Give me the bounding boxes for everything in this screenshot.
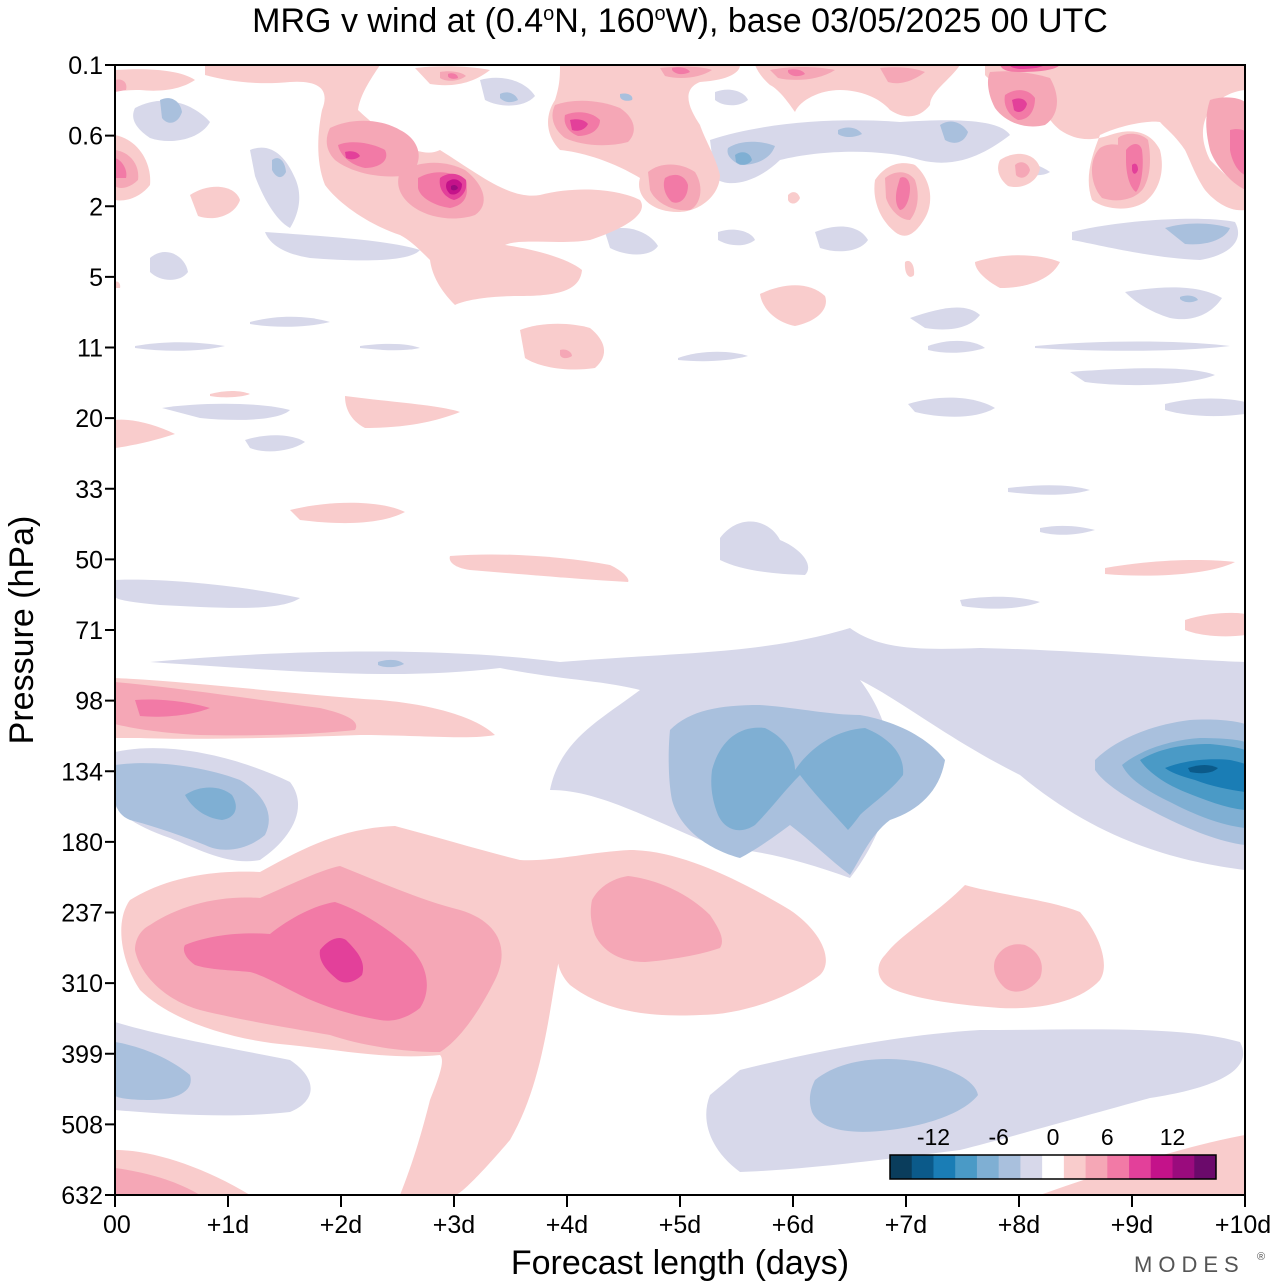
pos-upper-strat bbox=[115, 69, 195, 91]
colorbar-swatch bbox=[890, 1155, 913, 1179]
colorbar-label: 6 bbox=[1101, 1124, 1114, 1150]
colorbar-label: -12 bbox=[917, 1124, 950, 1150]
y-axis: 0.1 0.6 2 5 11 20 33 50 71 98 134 180 237 310 399 508 63… bbox=[61, 52, 115, 1210]
title-prefix: MRG v wind at (0.4 bbox=[252, 2, 543, 40]
neg-band-bottom-right bbox=[706, 1029, 1244, 1172]
y-tick-label: 0.1 bbox=[68, 52, 103, 80]
x-tick-label: +10d bbox=[1215, 1211, 1271, 1239]
pos-310-right bbox=[878, 885, 1104, 1009]
colorbar-swatch bbox=[1042, 1155, 1065, 1179]
colorbar-swatch bbox=[1150, 1155, 1174, 1179]
pos-300-magenta-core bbox=[319, 938, 364, 983]
x-tick-label: +5d bbox=[659, 1211, 701, 1239]
pos-310-right-core bbox=[994, 944, 1042, 992]
colorbar-label: 12 bbox=[1160, 1124, 1186, 1150]
brand-mark: ® bbox=[1257, 1251, 1265, 1263]
colorbar-swatch bbox=[1129, 1155, 1152, 1179]
neg-band-71-top bbox=[115, 579, 300, 608]
colorbar-swatch bbox=[1085, 1155, 1108, 1179]
y-tick-label: 20 bbox=[75, 405, 103, 433]
colorbar-swatch bbox=[1194, 1155, 1217, 1179]
x-tick-label: +9d bbox=[1111, 1211, 1153, 1239]
y-tick-label: 399 bbox=[61, 1041, 103, 1069]
x-tick-label: +8d bbox=[998, 1211, 1040, 1239]
colorbar-swatch bbox=[1063, 1155, 1087, 1179]
neg-134-left-core bbox=[115, 763, 269, 850]
neg-480-right bbox=[809, 1059, 978, 1132]
y-tick-label: 632 bbox=[61, 1182, 103, 1210]
y-tick-label: 5 bbox=[89, 264, 103, 292]
y-axis-title: Pressure (hPa) bbox=[3, 516, 41, 745]
neg-134-center-core bbox=[711, 727, 904, 831]
colorbar-frame bbox=[889, 1154, 1217, 1180]
x-tick-label: +2d bbox=[320, 1211, 362, 1239]
x-tick-label: +3d bbox=[433, 1211, 475, 1239]
colorbar-swatch bbox=[1020, 1155, 1043, 1179]
x-axis: 00 +1d +2d +3d +4d +5d +6d +7d +8d +9d +10d bbox=[103, 1195, 1271, 1239]
x-tick-label: +1d bbox=[207, 1211, 249, 1239]
neg-480-left bbox=[115, 1042, 191, 1100]
y-tick-label: 50 bbox=[75, 546, 103, 574]
colorbar-swatch bbox=[998, 1155, 1021, 1179]
colorbar-swatch bbox=[1107, 1155, 1130, 1179]
pos-300-mid-core bbox=[183, 902, 427, 1021]
colorbar-swatch bbox=[955, 1155, 978, 1179]
title-suffix: W), base 03/05/2025 00 UTC bbox=[666, 2, 1108, 40]
title-mid: N, 160 bbox=[554, 2, 654, 40]
brand-logo: MODES bbox=[1134, 1252, 1245, 1277]
title-degree-1: o bbox=[543, 3, 554, 25]
y-tick-label: 33 bbox=[75, 476, 103, 504]
y-tick-label: 0.6 bbox=[68, 123, 103, 151]
title-degree-2: o bbox=[654, 3, 665, 25]
colorbar-label: -6 bbox=[988, 1124, 1008, 1150]
colorbar-swatch bbox=[933, 1155, 956, 1179]
y-tick-label: 11 bbox=[77, 335, 103, 363]
x-tick-label: +4d bbox=[546, 1211, 588, 1239]
y-tick-label: 508 bbox=[61, 1111, 103, 1139]
y-tick-label: 237 bbox=[61, 900, 103, 928]
colorbar: -12 -6 0 6 12 bbox=[889, 1124, 1217, 1180]
y-tick-label: 98 bbox=[75, 688, 103, 716]
pos-260-center bbox=[590, 876, 722, 962]
y-tick-label: 310 bbox=[61, 970, 103, 998]
x-tick-label: +7d bbox=[885, 1211, 927, 1239]
x-tick-label: 00 bbox=[103, 1211, 131, 1239]
neg-band-50 bbox=[720, 521, 809, 575]
y-tick-label: 180 bbox=[61, 829, 103, 857]
colorbar-swatch bbox=[911, 1155, 934, 1179]
y-tick-label: 2 bbox=[89, 193, 103, 221]
chart-title: MRG v wind at (0.4oN, 160oW), base 03/05… bbox=[252, 2, 1108, 40]
colorbar-swatch bbox=[1172, 1155, 1195, 1179]
y-tick-label: 71 bbox=[75, 617, 103, 645]
colorbar-label: 0 bbox=[1047, 1124, 1060, 1150]
contour-fills bbox=[115, 65, 1245, 1195]
y-tick-label: 134 bbox=[61, 758, 103, 786]
colorbar-swatch bbox=[976, 1155, 1000, 1179]
x-tick-label: +6d bbox=[772, 1211, 814, 1239]
x-axis-title: Forecast length (days) bbox=[511, 1244, 849, 1282]
